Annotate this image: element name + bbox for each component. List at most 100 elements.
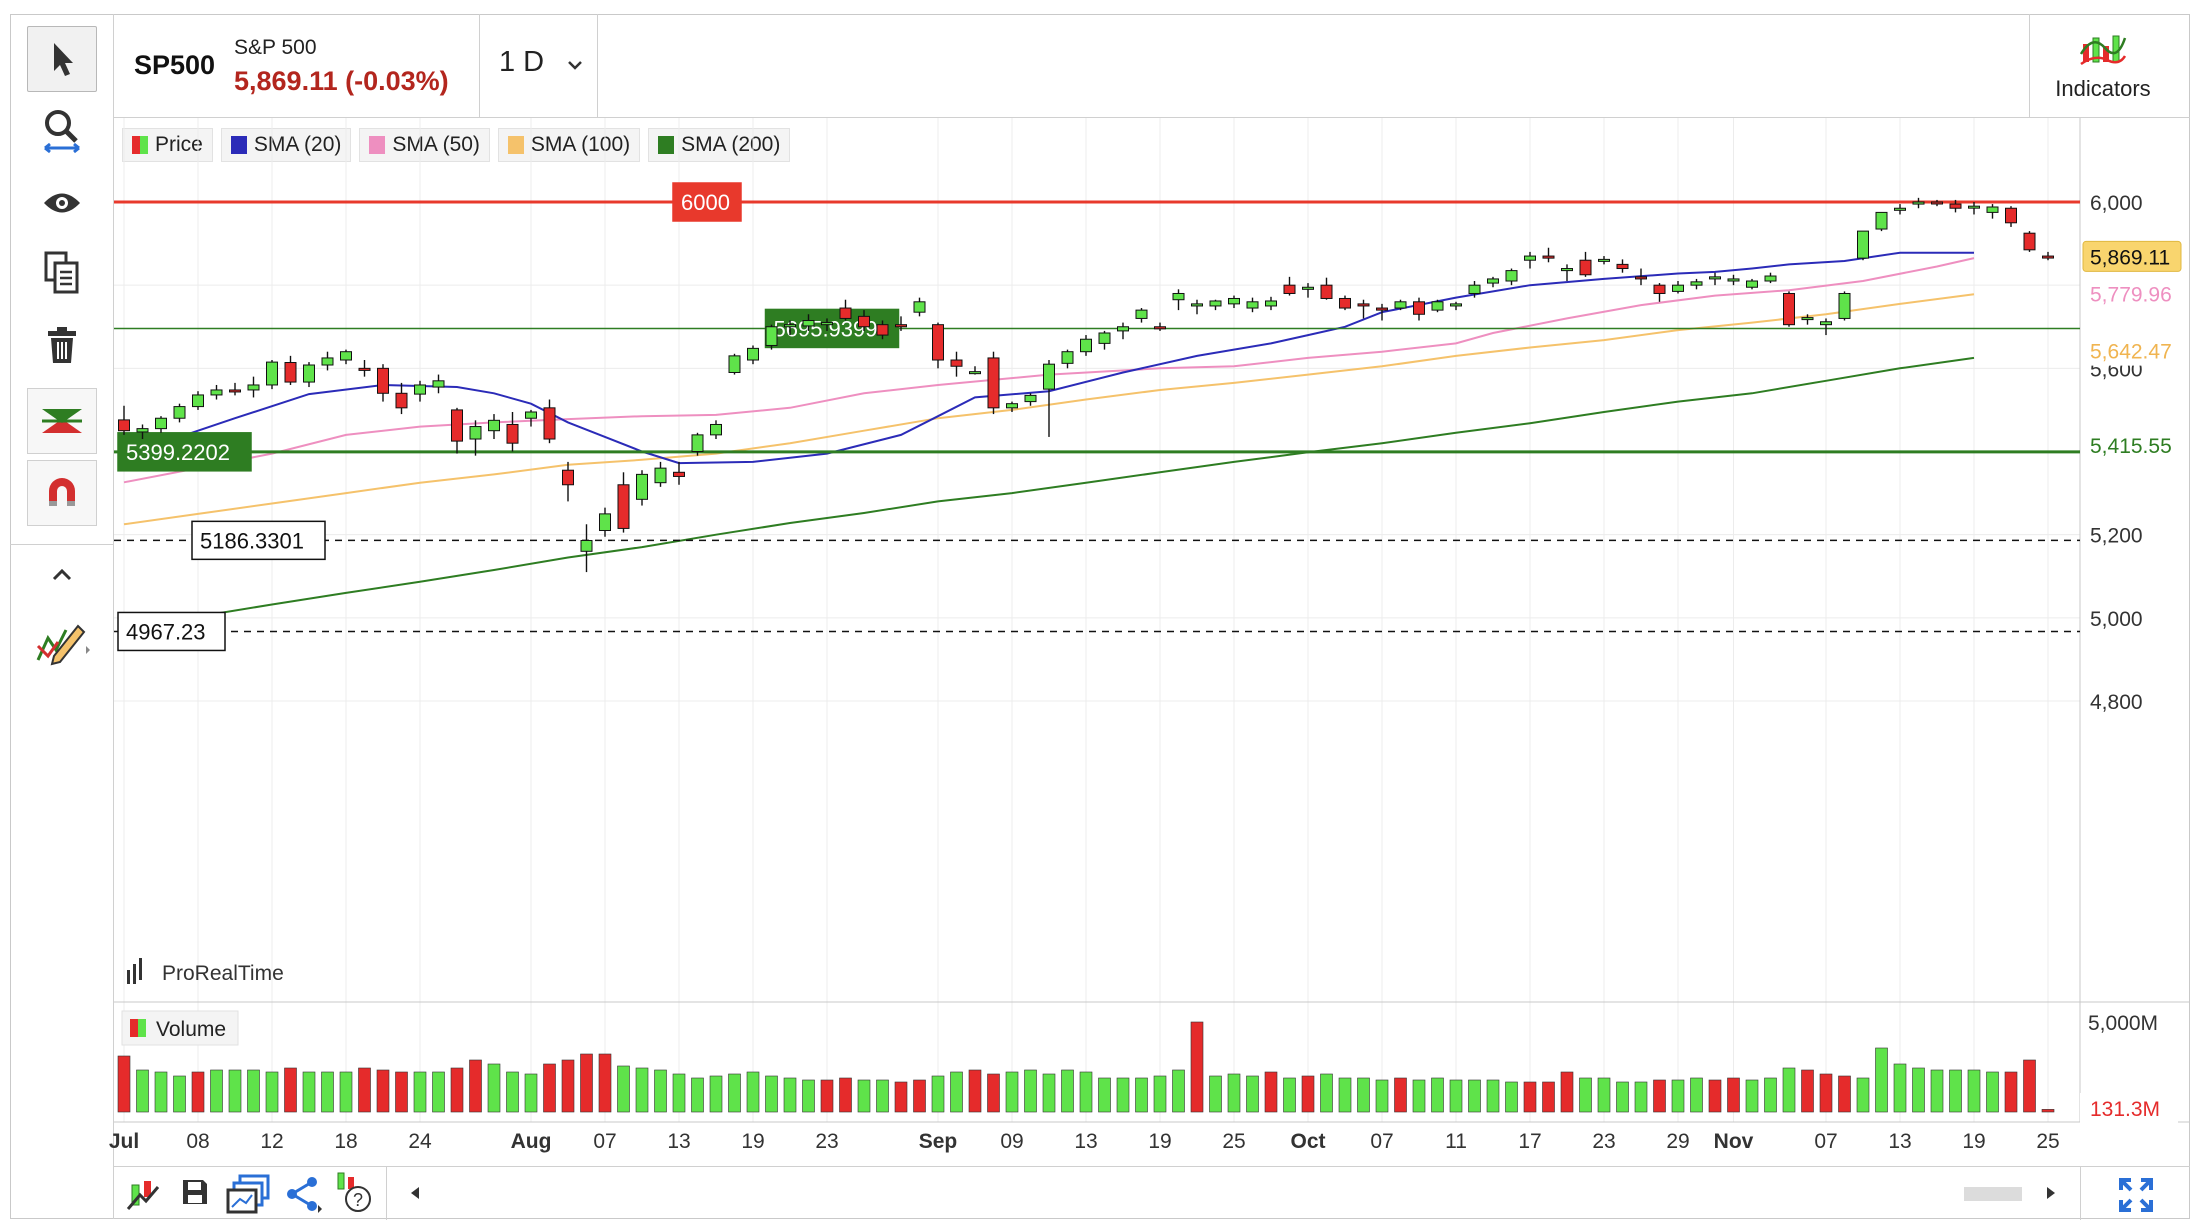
time-tick-label: Oct <box>1290 1130 1325 1153</box>
volume-bar <box>1930 1069 1944 1113</box>
layouts-icon[interactable] <box>226 1173 272 1215</box>
candle-body <box>1394 301 1407 309</box>
volume-bar <box>1153 1075 1167 1113</box>
price-axis: 4,8005,0005,2005,6005,8006,0005,000M131.… <box>2080 192 2178 1123</box>
legend-price-label: Price <box>155 133 203 156</box>
volume-bar <box>561 1059 575 1113</box>
volume-bar <box>1671 1079 1685 1113</box>
left-toolbar <box>10 14 114 1219</box>
indicators-icon <box>2079 35 2127 66</box>
candle-body <box>506 423 519 444</box>
candle-body <box>950 359 963 367</box>
indicators-button[interactable]: Indicators <box>2028 28 2178 102</box>
volume-bar <box>802 1079 815 1113</box>
candle-body <box>1986 206 1999 213</box>
candle-body <box>358 367 371 371</box>
volume-bar <box>1209 1075 1222 1113</box>
watermark-icon <box>139 958 142 980</box>
volume-last-label: 131.3M <box>2090 1098 2160 1121</box>
time-tick-label: 24 <box>408 1130 432 1153</box>
volume-bar <box>987 1073 1000 1113</box>
symbol-ticker: SP500 <box>134 50 216 80</box>
volume-bar <box>1172 1069 1185 1113</box>
candle-body <box>876 324 889 336</box>
price-tag-box <box>2083 430 2181 461</box>
header-divider <box>597 14 598 118</box>
sma200-line <box>123 356 1975 628</box>
legend-sma100[interactable]: SMA (100) <box>497 128 641 162</box>
volume-bar <box>1708 1079 1722 1113</box>
volume-bar <box>1061 1069 1074 1113</box>
price-tick-label: 5,200 <box>2090 525 2143 548</box>
legend-sma20[interactable]: SMA (20) <box>220 128 352 162</box>
pointer-tool[interactable] <box>27 26 97 92</box>
magnet-tool[interactable] <box>27 460 97 526</box>
trend-signal-tool[interactable] <box>27 388 97 454</box>
volume-bar <box>154 1071 168 1113</box>
volume-bar <box>709 1075 723 1113</box>
candle-body <box>210 389 223 396</box>
volume-bar <box>469 1059 482 1113</box>
volume-bar <box>839 1077 852 1113</box>
candle-body <box>1265 300 1277 307</box>
price-tag-label: 5,642.47 <box>2090 341 2172 364</box>
volume-bar <box>284 1067 297 1113</box>
candle-body <box>1431 301 1444 311</box>
candle-body <box>1172 292 1185 301</box>
time-tick-label: 12 <box>260 1130 283 1153</box>
bottom-divider <box>386 1167 387 1220</box>
price-tag-box <box>2083 335 2181 366</box>
candle-body <box>229 389 241 393</box>
timeframe-selector[interactable]: 1 D <box>499 46 584 79</box>
trade-icon[interactable] <box>124 1175 166 1213</box>
candle-body <box>1339 297 1351 309</box>
visibility-tool[interactable] <box>27 170 97 236</box>
candle-body <box>1746 280 1758 288</box>
magnet-icon <box>49 478 75 506</box>
watermark: ProRealTime <box>127 958 284 985</box>
price-tag-box <box>2082 240 2182 272</box>
volume-bar <box>950 1071 963 1113</box>
volume-bar <box>450 1067 464 1113</box>
volume-bar <box>1912 1067 1925 1113</box>
zoom-tool[interactable] <box>27 98 97 164</box>
candle-body <box>580 539 593 552</box>
volume-bar <box>1505 1081 1518 1113</box>
collapse-toolbar-button[interactable] <box>27 550 97 598</box>
legend-sma200[interactable]: SMA (200) <box>648 128 791 162</box>
time-tick-label: 19 <box>1148 1130 1171 1153</box>
candle-body <box>895 324 907 328</box>
candle-body <box>1191 303 1203 307</box>
price-tags: 5,869.11 5,779.96 5,642.47 5,415.55 <box>2082 240 2182 461</box>
save-icon[interactable] <box>180 1177 210 1207</box>
drawing-tool[interactable] <box>27 608 97 674</box>
level-label: 6000 <box>681 190 730 215</box>
candle-body <box>1579 259 1592 276</box>
volume-tick-label: 5,000M <box>2088 1012 2158 1035</box>
candle-body <box>654 467 667 484</box>
volume-bar <box>894 1081 908 1113</box>
scroll-left-icon[interactable] <box>408 1185 422 1201</box>
volume-bar <box>524 1073 538 1113</box>
volume-bar <box>413 1071 427 1113</box>
share-icon[interactable] <box>284 1175 324 1213</box>
trash-icon <box>48 327 76 363</box>
level-label-box <box>117 611 226 652</box>
volume-bar <box>1597 1077 1611 1113</box>
scroll-right-icon[interactable] <box>2044 1185 2058 1201</box>
candle-body <box>747 347 759 361</box>
time-scrollbar-thumb[interactable] <box>1964 1187 2022 1201</box>
alert-help-icon[interactable]: ? <box>328 1171 374 1215</box>
candle-body <box>1228 297 1240 305</box>
candle-body <box>469 426 482 440</box>
volume-legend[interactable]: Volume <box>121 1010 239 1046</box>
copy-tool[interactable] <box>27 240 97 306</box>
candle-body <box>1135 309 1148 319</box>
candle-body <box>1727 278 1740 282</box>
fullscreen-icon[interactable] <box>2118 1177 2154 1213</box>
delete-tool[interactable] <box>27 312 97 378</box>
header-divider <box>479 14 480 118</box>
legend-sma50[interactable]: SMA (50) <box>359 128 490 162</box>
volume-bar <box>1893 1063 1907 1113</box>
